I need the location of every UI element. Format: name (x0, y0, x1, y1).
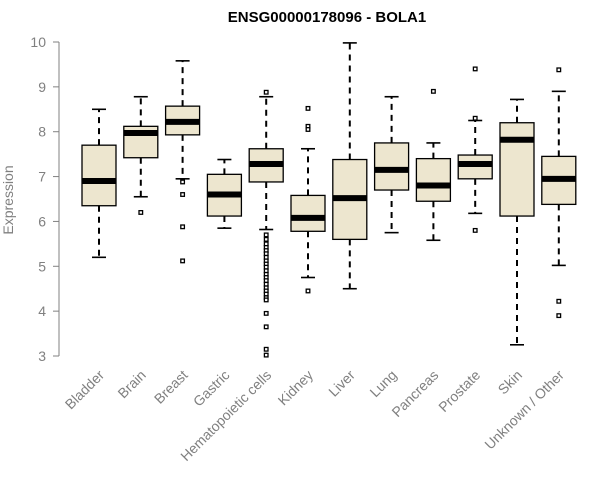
outlier-point (556, 313, 562, 319)
outlier-point (263, 89, 269, 95)
x-category-label: Breast (151, 367, 191, 407)
iqr-box (81, 144, 117, 207)
outlier-point (180, 179, 186, 185)
plot-area (81, 42, 577, 358)
y-tick-label: 10 (30, 34, 46, 50)
box-pancreas (415, 88, 452, 242)
outlier-point (263, 346, 269, 352)
x-category-label: Bladder (62, 367, 108, 413)
outlier-point (556, 67, 562, 73)
box-gastric (206, 158, 243, 229)
box-prostate (457, 66, 493, 233)
y-axis-ticks: 3 4 5 6 7 8 9 10 (30, 34, 59, 364)
iqr-box (373, 142, 410, 191)
y-tick-label: 4 (38, 303, 46, 319)
iqr-box (290, 194, 326, 232)
outlier-point (263, 236, 269, 242)
box-kidney (290, 105, 326, 294)
box-liver (332, 42, 368, 290)
iqr-box (499, 122, 535, 217)
x-category-label: Kidney (275, 367, 317, 409)
box-brain (123, 95, 159, 215)
outlier-point (472, 66, 478, 72)
y-tick-label: 5 (38, 258, 46, 274)
x-category-label: Lung (366, 367, 399, 400)
outlier-point (556, 298, 562, 304)
iqr-box (415, 157, 452, 202)
outlier-point (472, 227, 478, 233)
y-axis-label: Expression (0, 165, 16, 234)
outlier-point (472, 115, 478, 121)
chart-title: ENSG00000178096 - BOLA1 (228, 9, 426, 26)
y-tick-label: 8 (38, 124, 46, 140)
outlier-point (263, 232, 269, 238)
box-breast (164, 60, 201, 264)
x-category-label: Skin (495, 367, 526, 398)
outlier-point (180, 224, 186, 230)
outlier-point (180, 192, 186, 197)
x-category-label: Brain (114, 367, 148, 401)
outlier-point (263, 310, 269, 316)
outlier-point (138, 210, 144, 215)
y-tick-label: 6 (38, 213, 46, 229)
y-tick-label: 3 (38, 348, 46, 364)
y-tick-label: 7 (38, 169, 46, 185)
box-bladder (81, 108, 117, 259)
box-lung (373, 95, 410, 234)
outlier-point (263, 352, 269, 358)
outlier-point (305, 288, 311, 294)
outlier-point (263, 297, 269, 303)
x-category-label: Liver (325, 367, 358, 400)
y-tick-label: 9 (38, 79, 46, 95)
box-unknown-other (541, 67, 577, 319)
outlier-point (263, 324, 269, 330)
outlier-point (430, 88, 436, 94)
outlier-point (305, 127, 311, 132)
box-skin (499, 98, 535, 346)
x-category-label: Unknown / Other (481, 367, 567, 453)
outlier-point (180, 258, 186, 264)
x-category-label: Prostate (435, 367, 483, 415)
box-hematopoietic-cells (248, 89, 284, 358)
outlier-point (305, 105, 311, 111)
